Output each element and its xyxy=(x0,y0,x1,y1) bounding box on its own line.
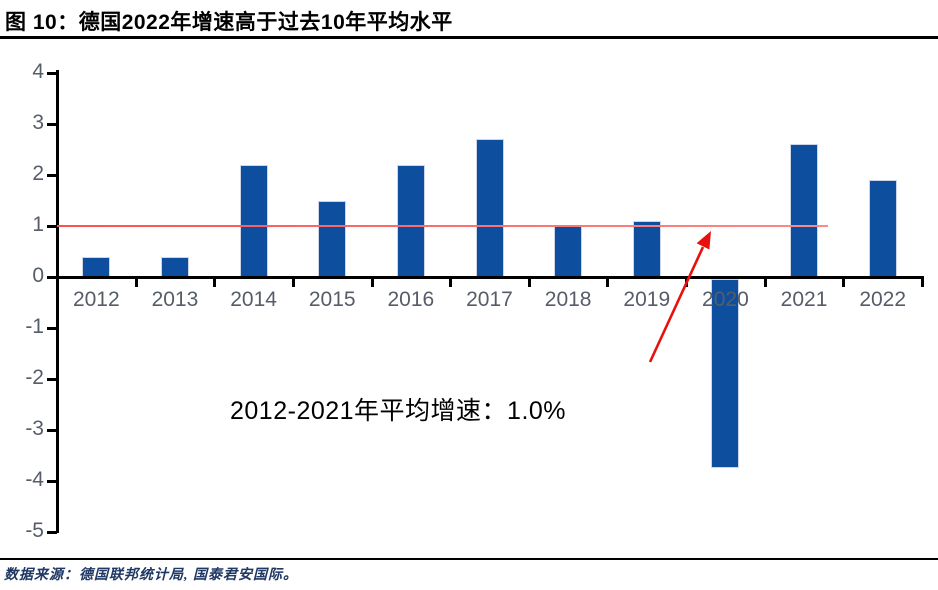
x-tick-label: 2021 xyxy=(780,288,828,311)
y-tick-label: 4 xyxy=(32,60,44,83)
y-tick-mark xyxy=(47,378,57,381)
x-tick-label: 2012 xyxy=(72,288,120,311)
x-axis-line xyxy=(56,276,924,279)
bar-2018 xyxy=(554,226,583,277)
x-tick-mark xyxy=(842,278,846,287)
x-tick-label: 2017 xyxy=(466,288,513,311)
average-reference-line xyxy=(57,225,828,227)
x-tick-mark xyxy=(685,278,689,287)
x-tick-mark xyxy=(291,278,295,287)
y-tick-mark xyxy=(47,225,57,228)
y-axis-line xyxy=(56,70,59,533)
y-tick-label: 1 xyxy=(32,213,44,236)
bar-chart: 4 3 2 1 0 -1 -2 -3 -4 -5 2012 2013 2014 2015 2016 2017 2… xyxy=(0,40,938,555)
bar-2015 xyxy=(318,200,347,277)
x-tick-label: 2022 xyxy=(859,288,907,311)
bar-2013 xyxy=(160,256,189,277)
bar-2020 xyxy=(711,279,740,468)
y-tick-mark xyxy=(47,429,57,432)
average-growth-annotation: 2012-2021年平均增速：1.0% xyxy=(230,397,567,425)
title-divider xyxy=(0,36,938,39)
y-tick-label: -3 xyxy=(25,417,44,440)
y-tick-label: -5 xyxy=(25,519,44,542)
x-tick-label: 2015 xyxy=(308,288,356,311)
x-tick-mark xyxy=(921,278,924,287)
bar-2019 xyxy=(632,220,661,277)
x-tick-mark xyxy=(56,278,59,287)
y-tick-label: 2 xyxy=(32,162,44,185)
x-tick-label: 2016 xyxy=(387,288,435,311)
footer-divider xyxy=(0,558,938,560)
x-tick-mark xyxy=(527,278,531,287)
x-tick-mark xyxy=(606,278,610,287)
x-tick-label: 2013 xyxy=(151,288,199,311)
y-tick-label: 3 xyxy=(32,111,44,134)
x-tick-label: 2019 xyxy=(623,288,671,311)
x-tick-mark xyxy=(213,278,217,287)
y-tick-label: 0 xyxy=(32,264,44,287)
chart-title: 图 10：德国2022年增速高于过去10年平均水平 xyxy=(5,11,453,34)
x-tick-mark xyxy=(370,278,374,287)
y-tick-mark xyxy=(47,123,57,126)
x-tick-label: 2014 xyxy=(230,288,277,311)
x-tick-mark xyxy=(763,278,767,287)
bar-2017 xyxy=(475,139,504,277)
y-tick-mark xyxy=(47,174,57,177)
bar-2014 xyxy=(239,164,268,277)
y-tick-mark xyxy=(47,72,57,75)
x-tick-label: 2018 xyxy=(544,288,592,311)
y-tick-mark xyxy=(47,480,57,483)
y-tick-mark xyxy=(47,327,57,330)
y-tick-mark xyxy=(47,276,57,279)
bar-2016 xyxy=(396,164,425,277)
x-tick-mark xyxy=(134,278,138,287)
y-tick-mark xyxy=(47,531,57,534)
y-tick-label: -4 xyxy=(25,468,44,491)
bar-2022 xyxy=(868,180,897,277)
x-tick-label: 2020 xyxy=(702,288,749,311)
x-tick-mark xyxy=(449,278,453,287)
bar-2021 xyxy=(790,144,819,277)
y-tick-label: -2 xyxy=(25,366,44,389)
bar-2012 xyxy=(82,256,111,277)
y-tick-label: -1 xyxy=(25,315,44,338)
data-source-note: 数据来源：德国联邦统计局, 国泰君安国际。 xyxy=(4,568,298,583)
